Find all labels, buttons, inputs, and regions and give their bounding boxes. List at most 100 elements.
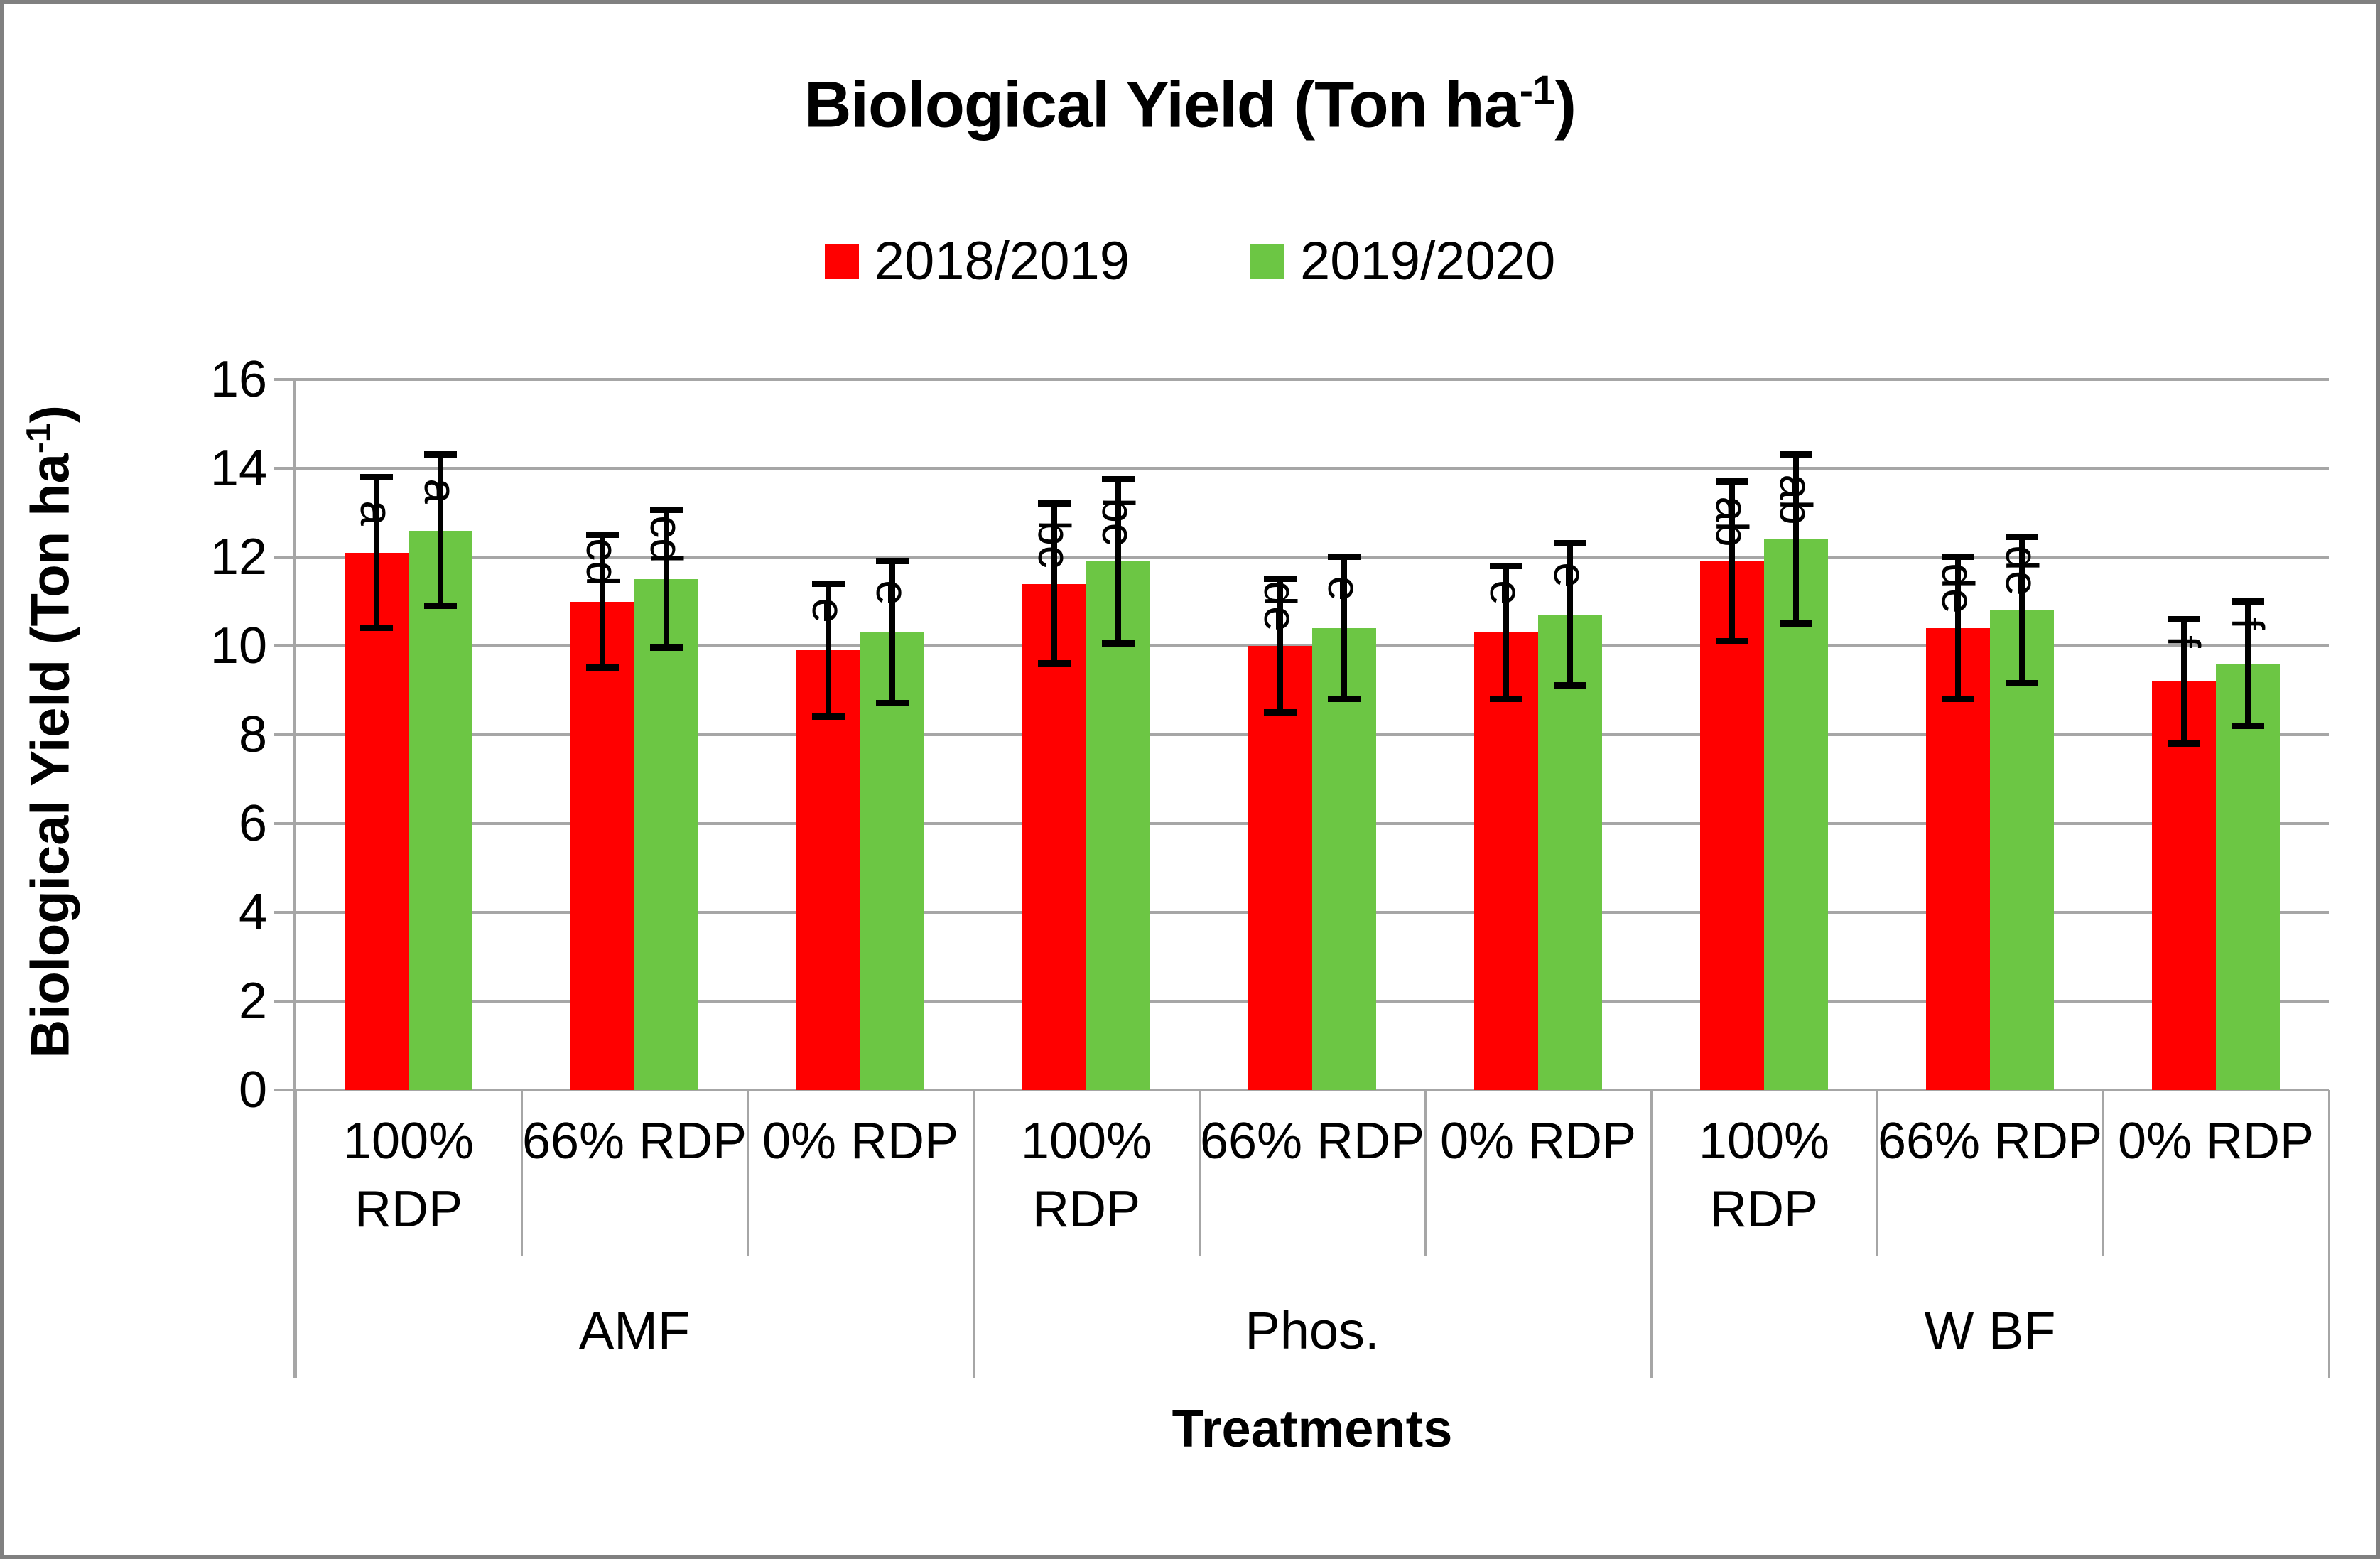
error-bar-cap-top: [424, 451, 457, 458]
y-tick-mark: [274, 1089, 296, 1091]
y-tick-mark: [274, 911, 296, 914]
error-bar-cap-bottom: [1102, 640, 1135, 647]
error-bar-cap-top: [2232, 598, 2264, 605]
error-bar-line: [889, 561, 895, 704]
bar-2019-2020-g3: [1086, 561, 1150, 1090]
error-bar-line: [1567, 544, 1573, 686]
bar-2019-2020-g2: [860, 632, 924, 1090]
y-tick-mark: [274, 378, 296, 381]
category-separator: [747, 1090, 749, 1256]
y-axis-title-suffix: ): [20, 405, 81, 424]
error-bar-line: [2181, 619, 2187, 744]
group-separator: [1650, 1090, 1653, 1378]
error-bar-line: [1277, 579, 1283, 713]
gridline: [296, 556, 2329, 559]
error-bar-line: [1793, 455, 1799, 624]
bar-2018-2019-g3: [1022, 583, 1086, 1090]
error-bar-cap-top: [876, 558, 909, 565]
bar-2018-2019-g5: [1474, 632, 1538, 1090]
x-category-label: 66% RDP: [521, 1113, 747, 1170]
error-bar-cap-top: [1328, 554, 1361, 560]
gridline: [296, 1089, 2329, 1091]
error-bar-cap-bottom: [1264, 708, 1297, 716]
significance-letter-label: f: [2158, 635, 2209, 648]
error-bar-cap-bottom: [1716, 637, 1748, 644]
significance-letter-label: a: [415, 478, 466, 504]
error-bar-cap-bottom: [2006, 680, 2038, 687]
significance-letter-label: e: [1481, 580, 1532, 606]
bar-2019-2020-g4: [1312, 628, 1376, 1090]
error-bar-cap-bottom: [586, 664, 619, 671]
category-separator: [2102, 1090, 2104, 1256]
legend-item-2018-2019: 2018/2019: [824, 230, 1130, 292]
error-bar-cap-bottom: [1780, 620, 1812, 627]
y-tick-label: 16: [210, 351, 267, 408]
significance-letter-label: ab: [1706, 496, 1758, 547]
error-bar-line: [1051, 504, 1057, 664]
error-bar-cap-top: [586, 531, 619, 538]
significance-letter-label: cd: [577, 537, 628, 586]
significance-letter-label: e: [1545, 562, 1596, 588]
category-separator: [521, 1090, 523, 1256]
y-tick-mark: [274, 733, 296, 736]
bar-2019-2020-g5: [1538, 615, 1602, 1090]
y-tick-label: 2: [238, 973, 267, 1030]
chart-title-superscript: -1: [1519, 68, 1556, 114]
error-bar-cap-top: [1716, 478, 1748, 485]
bar-2018-2019-g1: [570, 601, 634, 1090]
error-bar-cap-bottom: [2168, 740, 2200, 747]
y-tick-mark: [274, 822, 296, 825]
error-bar-cap-top: [360, 473, 393, 480]
significance-letter-label: de: [1255, 581, 1306, 632]
error-bar-cap-bottom: [2232, 722, 2264, 729]
y-tick-mark: [274, 556, 296, 559]
significance-letter-label: bc: [1093, 497, 1144, 546]
error-bar-line: [438, 455, 443, 606]
y-axis-line: [293, 379, 296, 1378]
x-group-label: W BF: [1924, 1301, 2056, 1360]
x-category-label: 100% RDP: [1698, 1113, 1830, 1238]
error-bar-line: [1115, 479, 1121, 644]
error-bar-cap-top: [1780, 451, 1812, 458]
bar-2018-2019-g4: [1248, 646, 1312, 1090]
y-tick-label: 12: [210, 529, 267, 586]
legend-item-2019-2020: 2019/2020: [1250, 230, 1555, 292]
error-bar-cap-top: [2168, 615, 2200, 622]
significance-letter-label: f: [2222, 617, 2273, 630]
significance-letter-label: a: [351, 500, 402, 526]
bar-2019-2020-g1: [634, 579, 698, 1090]
y-tick-label: 14: [210, 440, 267, 497]
group-separator: [973, 1090, 975, 1378]
significance-letter-label: e: [867, 580, 918, 606]
group-separator: [295, 1090, 297, 1378]
bar-2019-2020-g0: [409, 530, 472, 1090]
bar-2018-2019-g2: [796, 650, 860, 1090]
error-bar-line: [1503, 566, 1509, 699]
category-separator: [1199, 1090, 1201, 1256]
error-bar-cap-bottom: [1942, 696, 1974, 702]
category-separator: [1876, 1090, 1878, 1256]
x-category-label: 100% RDP: [342, 1113, 475, 1238]
significance-letter-label: e: [803, 598, 854, 624]
significance-letter-label: bc: [1029, 519, 1080, 568]
error-bar-cap-top: [812, 580, 845, 587]
y-tick-label: 8: [238, 706, 267, 763]
x-group-label: AMF: [578, 1301, 691, 1360]
significance-letter-label: ab: [1770, 474, 1822, 525]
error-bar-line: [1341, 557, 1347, 699]
error-bar-line: [374, 477, 379, 628]
bar-2018-2019-g8: [2152, 681, 2216, 1090]
error-bar-cap-bottom: [876, 700, 909, 707]
bar-2018-2019-g0: [345, 552, 409, 1090]
error-bar-cap-top: [1102, 475, 1135, 482]
x-category-label: 0% RDP: [2117, 1113, 2315, 1170]
significance-letter-label: cd: [641, 515, 692, 564]
error-bar-cap-top: [2006, 533, 2038, 540]
error-bar-line: [2245, 601, 2251, 726]
error-bar-cap-top: [650, 507, 683, 514]
x-category-label: 66% RDP: [1199, 1113, 1425, 1170]
error-bar-cap-bottom: [650, 644, 683, 652]
error-bar-cap-bottom: [1328, 696, 1361, 702]
x-category-label: 0% RDP: [762, 1113, 959, 1170]
y-tick-mark: [274, 644, 296, 647]
